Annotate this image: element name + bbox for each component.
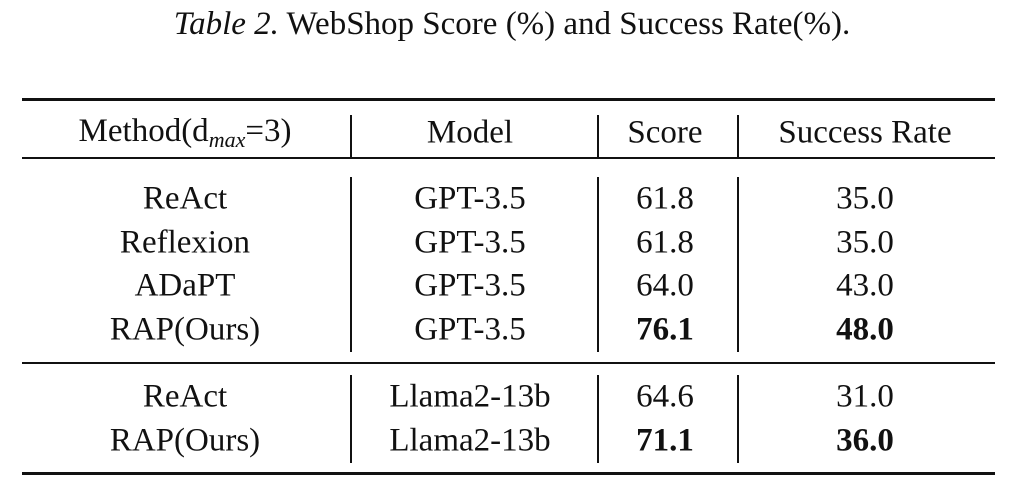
- success-rate-cell: 35.0: [836, 180, 894, 217]
- method-cell: RAP(Ours): [109, 311, 261, 347]
- success-rate-cell: 31.0: [836, 378, 894, 415]
- model-cell: GPT-3.5: [414, 311, 526, 347]
- score-cell: 64.6: [636, 378, 694, 415]
- method-cell: RAP(Ours): [109, 422, 261, 458]
- success-rate-cell: 48.0: [836, 311, 894, 347]
- column-separator: [737, 375, 739, 463]
- method-cell: ADaPT: [134, 267, 236, 304]
- success-rate-cell: 36.0: [836, 422, 894, 458]
- column-separator: [350, 177, 352, 352]
- score-cell: 64.0: [636, 267, 694, 304]
- group-rule: [22, 362, 995, 364]
- column-separator: [597, 177, 599, 352]
- column-separator: [597, 375, 599, 463]
- header-success: Success Rate: [778, 114, 952, 151]
- header-method-after: =3): [245, 113, 292, 149]
- column-separator: [350, 115, 352, 157]
- model-cell: GPT-3.5: [414, 180, 526, 217]
- method-cell: Reflexion: [119, 224, 251, 260]
- header-method-text: Method(d: [78, 113, 209, 149]
- model-cell: Llama2-13b: [389, 422, 551, 458]
- caption: Table 2. WebShop Score (%) and Success R…: [0, 6, 1024, 43]
- column-separator: [597, 115, 599, 157]
- method-cell: ReAct: [142, 378, 228, 415]
- model-cell: Llama2-13b: [389, 378, 551, 415]
- header-score: Score: [627, 114, 703, 151]
- top-rule: [22, 98, 995, 101]
- column-separator: [737, 115, 739, 157]
- score-cell: 61.8: [636, 180, 694, 217]
- success-rate-cell: 35.0: [836, 224, 894, 260]
- header-method-sub: max: [208, 127, 246, 152]
- header-model: Model: [426, 114, 514, 151]
- score-cell: 76.1: [636, 311, 694, 347]
- caption-label: Table 2.: [173, 6, 279, 42]
- score-cell: 71.1: [636, 422, 694, 458]
- method-cell: ReAct: [142, 180, 228, 217]
- success-rate-cell: 43.0: [836, 267, 894, 304]
- header-method: Method(dmax=3): [79, 115, 292, 151]
- model-cell: GPT-3.5: [414, 267, 526, 304]
- score-cell: 61.8: [636, 224, 694, 260]
- bottom-rule: [22, 472, 995, 475]
- column-separator: [737, 177, 739, 352]
- model-cell: GPT-3.5: [414, 224, 526, 260]
- header-rule: [22, 157, 995, 159]
- column-separator: [350, 375, 352, 463]
- caption-text: WebShop Score (%) and Success Rate(%).: [286, 6, 851, 42]
